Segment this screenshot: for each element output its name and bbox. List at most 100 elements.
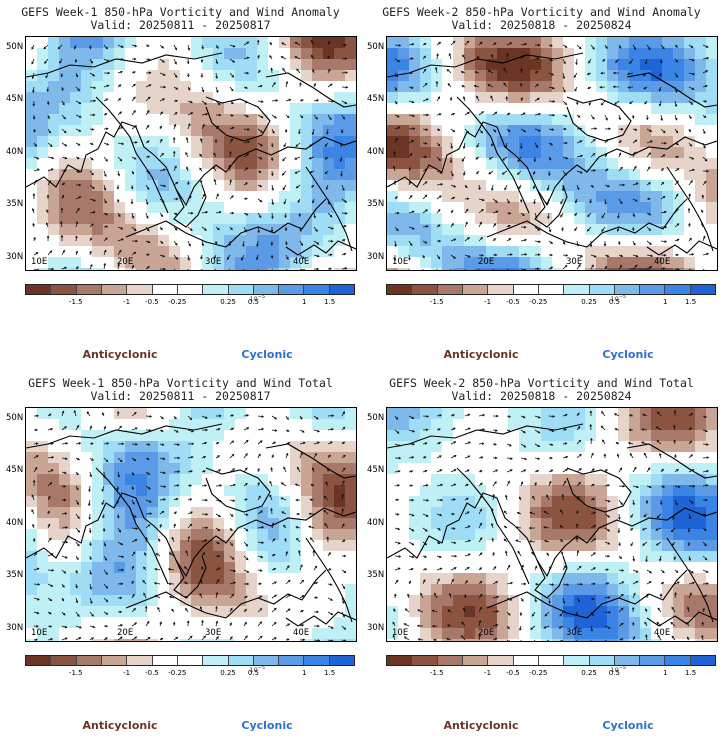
colorbar-tick-label: 1	[301, 298, 307, 306]
latitude-label: 35N	[367, 570, 385, 580]
colorbar-swatch	[614, 285, 641, 294]
colorbar-scale-exponent: −5	[257, 294, 266, 300]
longitude-label: 20E	[117, 628, 134, 638]
cyclonic-label: Cyclonic	[241, 348, 293, 361]
map-panel: GEFS Week-1 850-hPa Vorticity and Wind A…	[0, 0, 361, 371]
colorbar-swatch	[177, 656, 204, 665]
colorbar-swatch	[329, 656, 355, 665]
colorbar-swatch	[412, 285, 438, 294]
colorbar-swatch	[279, 285, 305, 294]
colorbar-swatch	[279, 656, 305, 665]
cyclonic-label: Cyclonic	[241, 719, 293, 732]
colorbar-swatch	[387, 656, 413, 665]
colorbar-swatch	[304, 656, 330, 665]
colorbar-swatch	[329, 285, 355, 294]
colorbar-tick-label: -0.5	[506, 669, 520, 677]
colorbar-scale-label: 10−5	[610, 665, 626, 674]
map-panel: GEFS Week-2 850-hPa Vorticity and Wind A…	[361, 0, 722, 371]
colorbar-tick-label: 1.5	[324, 669, 336, 677]
panel-title: GEFS Week-1 850-hPa Vorticity and Wind A…	[21, 5, 340, 19]
colorbar-tick-label: 0.5	[247, 669, 260, 677]
colorbar-scale-base: 10	[249, 295, 258, 304]
coastlines	[387, 52, 717, 256]
colorbar-swatch	[564, 285, 590, 294]
colorbar-tick-label: -0.25	[529, 669, 548, 677]
colorbar-swatch	[177, 285, 204, 294]
colorbar-swatch	[665, 285, 691, 294]
vorticity-map	[25, 36, 357, 271]
colorbar-scale-base: 10	[610, 666, 619, 675]
longitude-label: 20E	[478, 628, 495, 638]
colorbar-swatch	[152, 285, 178, 294]
wind-vectors	[31, 39, 349, 270]
longitude-label: 10E	[392, 257, 409, 267]
latitude-label: 50N	[6, 42, 24, 52]
coastlines	[387, 423, 717, 627]
colorbar-tick-label: -0.5	[506, 298, 520, 306]
longitude-label: 40E	[654, 257, 671, 267]
longitude-label: 40E	[654, 628, 671, 638]
colorbar-tick-label: -1	[123, 298, 131, 306]
latitude-label: 30N	[6, 252, 24, 262]
panel-title: GEFS Week-1 850-hPa Vorticity and Wind T…	[28, 376, 333, 390]
colorbar-tick-label: -1	[123, 669, 131, 677]
latitude-label: 45N	[367, 94, 385, 104]
colorbar-swatch	[488, 656, 514, 665]
latitude-label: 45N	[6, 94, 24, 104]
colorbar-scale-label: 10−5	[249, 294, 265, 303]
colorbar-swatch	[437, 285, 463, 294]
colorbar-tick-label: -1.5	[429, 298, 444, 306]
colorbar-scale-exponent: −5	[618, 665, 627, 671]
colorbar-swatch	[564, 656, 590, 665]
colorbar	[386, 655, 716, 666]
latitude-label: 50N	[6, 413, 24, 423]
panel-valid-dates: Valid: 20250818 - 20250824	[451, 18, 632, 32]
longitude-label: 40E	[293, 257, 310, 267]
colorbar-tick-label: -1	[484, 669, 492, 677]
colorbar-tick-label: -0.5	[145, 669, 159, 677]
colorbar-swatch	[513, 656, 539, 665]
colorbar-tick-label: 0.5	[608, 298, 621, 306]
colorbar-swatch	[589, 285, 615, 294]
vorticity-map	[386, 407, 718, 642]
latitude-label: 45N	[6, 465, 24, 475]
colorbar-scale-base: 10	[249, 666, 258, 675]
colorbar-swatch	[690, 656, 716, 665]
colorbar-swatch	[101, 656, 128, 665]
colorbar-tick-label: 1.5	[685, 298, 697, 306]
colorbar-tick-label: 0.5	[608, 669, 621, 677]
colorbar-scale-exponent: −5	[618, 294, 627, 300]
longitude-label: 30E	[205, 257, 222, 267]
vorticity-map	[25, 407, 357, 642]
latitude-label: 30N	[6, 623, 24, 633]
colorbar-tick-label: -1	[484, 298, 492, 306]
colorbar-swatch	[253, 656, 280, 665]
colorbar-swatch	[462, 656, 489, 665]
latitude-label: 35N	[367, 199, 385, 209]
colorbar	[25, 655, 355, 666]
colorbar-tick-label: -0.25	[529, 298, 548, 306]
colorbar-swatch	[513, 285, 539, 294]
wind-vectors	[392, 409, 710, 641]
colorbar-tick-label: 1.5	[324, 298, 336, 306]
colorbar-swatch	[462, 285, 489, 294]
panel-title: GEFS Week-2 850-hPa Vorticity and Wind T…	[389, 376, 694, 390]
colorbar-swatch	[690, 285, 716, 294]
panel-valid-dates: Valid: 20250818 - 20250824	[451, 389, 632, 403]
longitude-label: 10E	[31, 257, 48, 267]
vorticity-shading	[26, 408, 356, 641]
latitude-label: 30N	[367, 623, 385, 633]
longitude-label: 20E	[478, 257, 495, 267]
colorbar-scale-base: 10	[610, 295, 619, 304]
colorbar-tick-label: 1	[301, 669, 307, 677]
cyclonic-label: Cyclonic	[602, 719, 654, 732]
colorbar-tick-label: -1.5	[429, 669, 444, 677]
colorbar-tick-label: -0.25	[168, 298, 187, 306]
colorbar-swatch	[127, 656, 153, 665]
colorbar-swatch	[228, 285, 254, 294]
colorbar-tick-label: 1.5	[685, 669, 697, 677]
colorbar-swatch	[614, 656, 641, 665]
colorbar-swatch	[387, 285, 413, 294]
map-panel: GEFS Week-2 850-hPa Vorticity and Wind T…	[361, 371, 722, 742]
longitude-label: 10E	[31, 628, 48, 638]
